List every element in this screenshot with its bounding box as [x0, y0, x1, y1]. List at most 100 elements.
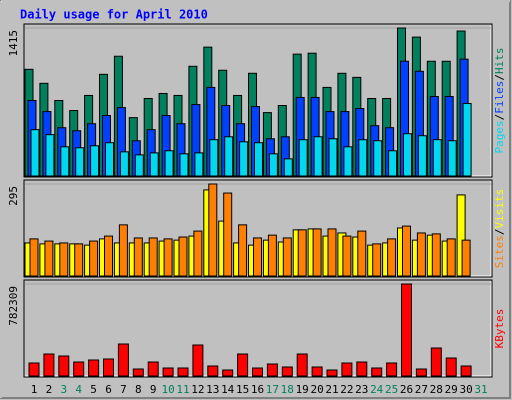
x-tick-label: 17: [266, 383, 279, 396]
bar: [178, 236, 188, 277]
x-tick-label: 6: [105, 383, 112, 396]
bar: [223, 192, 233, 277]
legend: KBytes: [493, 309, 506, 349]
bar: [327, 228, 337, 277]
x-tick-label: 26: [400, 383, 413, 396]
y-tick-label: 1415: [7, 30, 20, 57]
bar: [29, 238, 39, 277]
x-tick-label: 10: [161, 383, 174, 396]
bar: [328, 138, 338, 177]
bar: [208, 183, 218, 277]
bar: [118, 224, 128, 277]
legend-entry: Sites: [493, 235, 506, 268]
bar: [74, 243, 84, 277]
bar: [445, 357, 457, 377]
bar: [432, 139, 442, 177]
bar: [192, 344, 204, 377]
bar: [105, 142, 114, 177]
legend-separator: /: [493, 229, 506, 236]
bar: [73, 361, 85, 377]
bar: [148, 237, 158, 277]
bar: [296, 353, 308, 377]
x-tick-label: 19: [296, 383, 309, 396]
x-tick-label: 21: [325, 383, 338, 396]
bar: [132, 368, 144, 377]
bar: [446, 238, 456, 277]
bar: [209, 139, 219, 177]
bar: [415, 368, 427, 377]
x-tick-label: 25: [385, 383, 398, 396]
bar: [462, 103, 472, 177]
bar: [268, 153, 278, 177]
bar: [403, 133, 412, 177]
plot-area: [23, 279, 493, 378]
x-tick-label: 14: [221, 383, 235, 396]
bar: [179, 153, 189, 177]
bar: [104, 235, 113, 277]
bar: [297, 229, 307, 277]
bar: [283, 158, 293, 177]
bar: [134, 154, 144, 177]
bar: [456, 194, 466, 277]
bar: [341, 362, 353, 377]
y-tick-label: 295: [7, 186, 20, 206]
x-tick-label: 31: [474, 383, 487, 396]
bar: [342, 235, 352, 277]
bar: [253, 237, 262, 277]
x-tick-label: 12: [191, 383, 204, 396]
bar: [461, 239, 471, 277]
x-tick-label: 5: [90, 383, 97, 396]
bar: [193, 230, 203, 277]
bar: [162, 367, 174, 377]
bar: [43, 353, 55, 377]
bar: [149, 152, 159, 177]
legend-entry: Files: [493, 81, 506, 114]
x-tick-label: 30: [459, 383, 472, 396]
legend-entry: Visits: [493, 189, 506, 229]
bar: [371, 367, 383, 377]
x-tick-label: 9: [150, 383, 157, 396]
bar: [311, 366, 323, 377]
bar: [267, 234, 277, 277]
legend-entry: KBytes: [493, 309, 506, 349]
x-tick-label: 3: [60, 383, 67, 396]
bar: [238, 224, 248, 277]
bar: [45, 134, 55, 177]
bar: [119, 151, 129, 177]
bar: [164, 150, 174, 177]
x-tick-label: 4: [75, 383, 82, 396]
bar: [356, 361, 368, 377]
x-tick-label: 20: [310, 383, 323, 396]
x-tick-label: 28: [430, 383, 443, 396]
bar: [312, 228, 322, 277]
bar: [282, 237, 292, 277]
bar: [239, 141, 249, 177]
chart-title: Daily usage for April 2010: [20, 8, 208, 22]
bar: [357, 230, 367, 277]
bar: [298, 139, 308, 177]
x-tick-label: 23: [355, 383, 368, 396]
bar: [417, 135, 427, 177]
bar: [90, 145, 100, 177]
bar: [60, 146, 70, 177]
legend: Sites/Visits: [493, 189, 506, 269]
bar: [163, 238, 173, 277]
x-tick-label: 29: [445, 383, 458, 396]
bar: [372, 243, 382, 277]
x-tick-label: 8: [135, 383, 142, 396]
bar: [460, 365, 472, 377]
x-tick-label: 1: [31, 383, 38, 396]
bar: [133, 237, 143, 277]
x-tick-label: 7: [120, 383, 127, 396]
legend-entry: Pages: [493, 120, 506, 153]
x-tick-label: 16: [251, 383, 264, 396]
bar: [430, 347, 442, 377]
bar: [75, 147, 85, 177]
bar: [88, 359, 100, 377]
bar: [386, 362, 398, 377]
bar: [266, 363, 278, 377]
bar: [44, 240, 54, 277]
bar: [373, 140, 383, 177]
bar: [147, 361, 159, 377]
